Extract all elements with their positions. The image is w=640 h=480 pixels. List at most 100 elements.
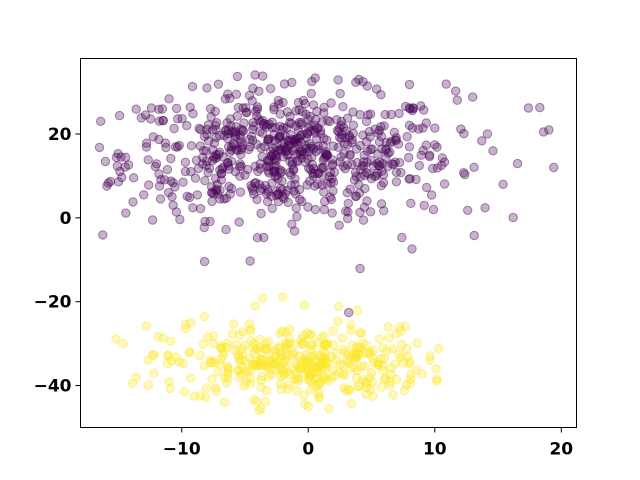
data-point — [379, 353, 389, 363]
data-point — [240, 356, 250, 367]
data-point — [276, 379, 286, 389]
data-point — [266, 191, 276, 202]
data-point — [320, 196, 330, 207]
data-point — [403, 351, 413, 362]
data-point — [112, 161, 123, 171]
data-point — [432, 142, 442, 152]
data-point — [271, 351, 281, 361]
data-point — [308, 171, 318, 182]
data-point — [386, 369, 396, 380]
data-point — [317, 171, 328, 181]
data-point — [310, 168, 320, 179]
data-point — [224, 181, 234, 192]
data-point — [295, 147, 305, 157]
data-point — [309, 120, 319, 130]
data-point — [345, 150, 355, 161]
data-point — [235, 130, 246, 141]
data-point — [282, 145, 292, 155]
data-point — [257, 357, 268, 367]
data-point — [279, 193, 289, 204]
y-tick-label: −40 — [34, 377, 72, 397]
data-point — [317, 163, 328, 174]
data-point — [416, 101, 426, 111]
data-point — [246, 180, 256, 191]
data-point — [379, 121, 389, 131]
data-point — [254, 86, 264, 96]
data-point — [368, 345, 378, 355]
data-point — [149, 350, 159, 360]
data-point — [255, 354, 266, 365]
data-point — [239, 381, 249, 391]
data-point — [318, 362, 329, 372]
data-point — [264, 363, 275, 374]
data-point — [463, 205, 473, 216]
data-point — [264, 155, 274, 166]
data-point — [391, 133, 401, 143]
data-point — [385, 147, 395, 157]
data-point — [223, 363, 233, 374]
data-point — [428, 163, 438, 174]
data-point — [301, 132, 311, 143]
data-point — [236, 355, 247, 365]
data-point — [325, 116, 335, 127]
data-point — [263, 134, 274, 144]
data-point — [222, 118, 232, 128]
data-point — [312, 362, 322, 372]
data-point — [324, 403, 334, 414]
data-point — [216, 168, 227, 179]
data-point — [333, 301, 344, 311]
data-point — [321, 340, 331, 350]
data-point — [237, 361, 247, 371]
data-point — [332, 115, 342, 125]
data-point — [326, 178, 336, 188]
data-point — [281, 146, 291, 157]
data-point — [279, 138, 289, 148]
data-point — [373, 359, 383, 370]
data-point — [269, 166, 279, 176]
data-point — [405, 104, 415, 114]
data-point — [280, 189, 291, 199]
data-point — [459, 168, 469, 178]
data-point — [296, 360, 306, 370]
data-point — [404, 142, 415, 152]
data-point — [273, 343, 284, 354]
data-point — [242, 164, 253, 175]
data-point — [226, 121, 236, 131]
data-point — [399, 385, 410, 396]
data-point — [289, 165, 299, 175]
data-point — [262, 360, 272, 370]
data-point — [279, 370, 289, 380]
data-point — [326, 351, 337, 362]
data-point — [218, 351, 228, 361]
data-point — [365, 347, 375, 357]
data-point — [538, 127, 549, 137]
data-point — [219, 130, 230, 141]
data-point — [452, 95, 462, 105]
data-point — [274, 99, 284, 109]
data-point — [363, 146, 373, 157]
data-point — [166, 153, 176, 164]
data-point — [139, 190, 149, 200]
data-point — [313, 141, 324, 151]
data-point — [261, 385, 272, 396]
data-point — [328, 141, 338, 151]
data-point — [221, 125, 231, 135]
data-point — [361, 382, 372, 393]
data-point — [367, 377, 377, 387]
data-point — [236, 124, 246, 135]
data-point — [271, 186, 282, 196]
data-point — [250, 178, 260, 188]
data-point — [274, 189, 284, 199]
data-point — [301, 109, 311, 120]
data-point — [414, 160, 424, 171]
data-point — [270, 135, 280, 146]
data-point — [157, 104, 168, 114]
data-point — [283, 149, 294, 160]
data-point — [248, 185, 258, 196]
data-point — [174, 140, 185, 151]
data-point — [282, 367, 293, 377]
data-point — [280, 144, 291, 154]
data-point — [140, 110, 151, 120]
data-point — [396, 352, 406, 363]
data-point — [167, 192, 177, 202]
